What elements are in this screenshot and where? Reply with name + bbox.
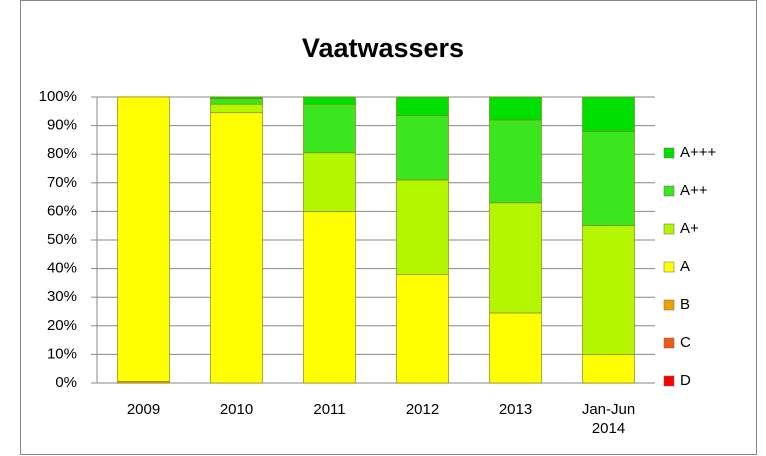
legend-swatch bbox=[663, 375, 675, 387]
legend-label: A+ bbox=[680, 220, 699, 237]
x-tick-label: 2013 bbox=[498, 401, 533, 418]
bar-segment bbox=[582, 225, 635, 355]
bar-segment bbox=[303, 103, 356, 154]
x-tick-label: 2012 bbox=[405, 401, 440, 418]
bar-segment bbox=[396, 179, 449, 275]
bar-segment bbox=[210, 98, 263, 105]
x-tick-label: Jan-Jun 2014 bbox=[581, 401, 636, 437]
legend-swatch bbox=[663, 299, 675, 311]
legend-label: D bbox=[680, 372, 691, 389]
legend-swatch bbox=[663, 223, 675, 235]
bar-segment bbox=[582, 96, 635, 132]
bar-segment bbox=[210, 103, 263, 114]
y-tick-label: 10% bbox=[47, 345, 77, 362]
legend-label: B bbox=[680, 296, 690, 313]
y-tick-label: 30% bbox=[47, 288, 77, 305]
bar-segment bbox=[303, 152, 356, 212]
bar-segment bbox=[396, 274, 449, 384]
bar-segment bbox=[489, 202, 542, 314]
y-tick-label: 0% bbox=[55, 374, 77, 391]
y-tick-label: 60% bbox=[47, 202, 77, 219]
legend-swatch bbox=[663, 185, 675, 197]
bar-segment bbox=[210, 96, 263, 99]
bar-segment bbox=[489, 119, 542, 204]
bar-segment bbox=[396, 115, 449, 181]
y-tick-label: 70% bbox=[47, 174, 77, 191]
y-tick-label: 40% bbox=[47, 260, 77, 277]
chart-title: Vaatwassers bbox=[302, 33, 464, 63]
y-tick-label: 90% bbox=[47, 117, 77, 134]
y-tick-label: 20% bbox=[47, 317, 77, 334]
bar-segment bbox=[582, 131, 635, 227]
legend-label: A++ bbox=[680, 182, 708, 199]
x-tick-label: 2009 bbox=[126, 401, 161, 418]
bar-segment bbox=[117, 96, 170, 382]
bar-segment bbox=[489, 96, 542, 121]
legend-swatch bbox=[663, 337, 675, 349]
bar-segment bbox=[396, 96, 449, 116]
x-tick-label: 2010 bbox=[219, 401, 254, 418]
bar-segment bbox=[210, 112, 263, 384]
legend-label: C bbox=[680, 334, 691, 351]
bar-segment bbox=[489, 312, 542, 384]
bar-segment bbox=[303, 96, 356, 105]
y-tick-label: 80% bbox=[47, 145, 77, 162]
legend-label: A+++ bbox=[680, 144, 717, 161]
legend-swatch bbox=[663, 261, 675, 273]
bar-segment bbox=[582, 354, 635, 384]
y-tick-label: 50% bbox=[47, 231, 77, 248]
x-tick-label: 2011 bbox=[313, 401, 346, 418]
legend-swatch bbox=[663, 147, 675, 159]
bar-segment bbox=[303, 211, 356, 384]
legend-label: A bbox=[680, 258, 690, 275]
y-tick-label: 100% bbox=[39, 88, 77, 105]
